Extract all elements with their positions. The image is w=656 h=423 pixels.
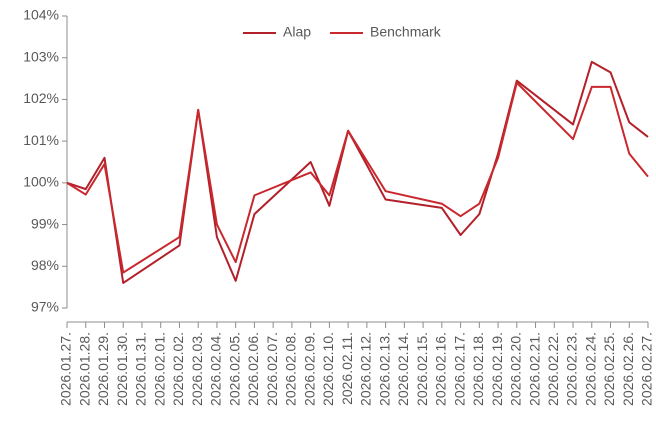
y-tick-label: 98% xyxy=(31,257,59,273)
x-tick-label: 2026.02.09. xyxy=(301,332,317,406)
x-tick-label: 2026.02.03. xyxy=(189,332,205,406)
y-tick-label: 101% xyxy=(23,132,59,148)
x-tick-label: 2026.02.11. xyxy=(339,332,355,405)
series-line xyxy=(66,60,649,284)
x-tick-label: 2026.02.01. xyxy=(151,332,167,406)
legend-label: Alap xyxy=(283,24,311,40)
y-tick-label: 102% xyxy=(23,90,59,106)
x-tick-label: 2026.02.23. xyxy=(564,332,580,406)
y-tick-label: 104% xyxy=(23,7,59,23)
x-tick-label: 2026.02.18. xyxy=(470,332,486,406)
x-tick-label: 2026.02.07. xyxy=(264,332,280,406)
x-tick-label: 2026.02.10. xyxy=(320,332,336,406)
x-tick-label: 2026.02.24. xyxy=(582,332,598,406)
x-tick-label: 2026.01.31. xyxy=(133,332,149,406)
x-tick-label: 2026.02.21. xyxy=(526,332,542,406)
x-tick-label: 2026.02.15. xyxy=(414,332,430,406)
x-tick-label: 2026.02.26. xyxy=(620,332,636,406)
x-tick-label: 2026.01.27. xyxy=(58,332,74,406)
x-tick-label: 2026.02.12. xyxy=(358,332,374,406)
y-tick-label: 99% xyxy=(31,215,59,231)
x-tick-label: 2026.02.04. xyxy=(208,332,224,406)
y-tick-label: 100% xyxy=(23,174,59,190)
y-tick-label: 97% xyxy=(31,299,59,315)
x-tick-label: 2026.02.19. xyxy=(489,332,505,406)
x-tick-label: 2026.02.02. xyxy=(170,332,186,406)
x-tick-label: 2026.02.06. xyxy=(245,332,261,406)
x-tick-label: 2026.02.08. xyxy=(283,332,299,406)
x-tick-label: 2026.02.25. xyxy=(601,332,617,406)
x-tick-label: 2026.01.30. xyxy=(114,332,130,406)
x-tick-label: 2026.02.17. xyxy=(451,332,467,406)
x-tick-label: 2026.02.16. xyxy=(433,332,449,406)
x-tick-label: 2026.01.28. xyxy=(76,332,92,406)
x-tick-label: 2026.02.13. xyxy=(376,332,392,406)
x-tick-label: 2026.02.14. xyxy=(395,332,411,406)
legend-label: Benchmark xyxy=(370,24,442,40)
series-line xyxy=(66,81,649,274)
x-tick-label: 2026.02.22. xyxy=(545,332,561,406)
x-tick-label: 2026.01.29. xyxy=(95,332,111,406)
x-tick-label: 2026.02.20. xyxy=(508,332,524,406)
x-tick-label: 2026.02.27. xyxy=(639,332,655,406)
y-tick-label: 103% xyxy=(23,48,59,64)
x-tick-label: 2026.02.05. xyxy=(226,332,242,406)
